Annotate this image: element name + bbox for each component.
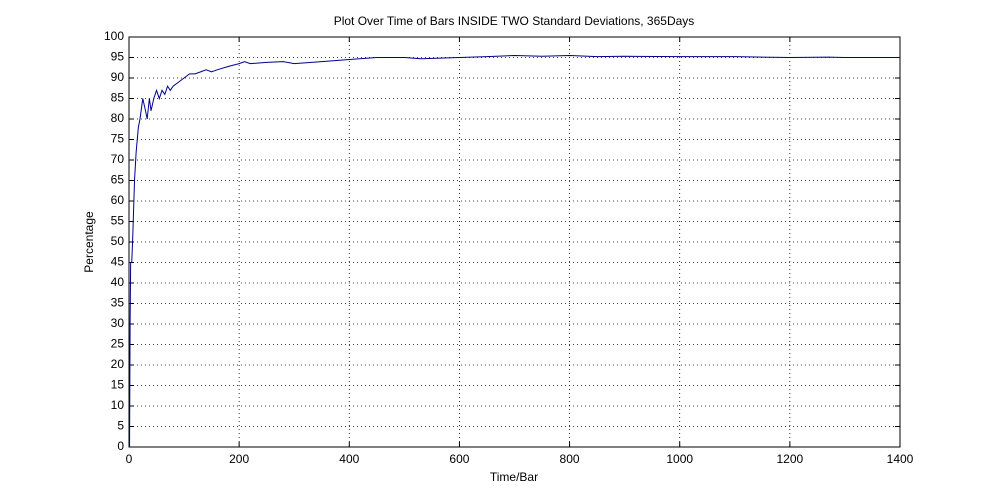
plot-frame xyxy=(128,36,901,448)
x-axis-label: Time/Bar xyxy=(490,470,538,484)
y-tick-label: 35 xyxy=(111,296,125,310)
y-tick-label: 5 xyxy=(117,419,124,433)
y-tick-label: 100 xyxy=(104,29,124,43)
x-tick-label: 1400 xyxy=(887,452,914,466)
y-tick-label: 90 xyxy=(111,70,125,84)
y-tick-label: 95 xyxy=(111,50,125,64)
x-tick-label: 1000 xyxy=(666,452,693,466)
y-tick-label: 30 xyxy=(111,316,125,330)
x-tick-label: 0 xyxy=(126,452,133,466)
y-tick-label: 10 xyxy=(111,398,125,412)
y-tick-label: 85 xyxy=(111,91,125,105)
y-tick-label: 65 xyxy=(111,173,125,187)
x-tick-label: 400 xyxy=(339,452,359,466)
y-tick-label: 80 xyxy=(111,111,125,125)
chart-title: Plot Over Time of Bars INSIDE TWO Standa… xyxy=(334,14,695,28)
y-tick-label: 20 xyxy=(111,357,125,371)
y-tick-label: 40 xyxy=(111,275,125,289)
y-tick-label: 55 xyxy=(111,214,125,228)
y-tick-label: 25 xyxy=(111,337,125,351)
y-tick-label: 75 xyxy=(111,132,125,146)
x-tick-label: 1200 xyxy=(777,452,804,466)
data-line xyxy=(129,54,900,448)
x-tick-label: 800 xyxy=(560,452,580,466)
y-tick-label: 15 xyxy=(111,378,125,392)
y-tick-label: 45 xyxy=(111,255,125,269)
y-tick-label: 70 xyxy=(111,152,125,166)
x-tick-label: 200 xyxy=(229,452,249,466)
y-tick-label: 0 xyxy=(117,439,124,453)
y-tick-label: 50 xyxy=(111,234,125,248)
y-tick-label: 60 xyxy=(111,193,125,207)
x-tick-label: 600 xyxy=(449,452,469,466)
y-axis-label: Percentage xyxy=(82,211,96,273)
